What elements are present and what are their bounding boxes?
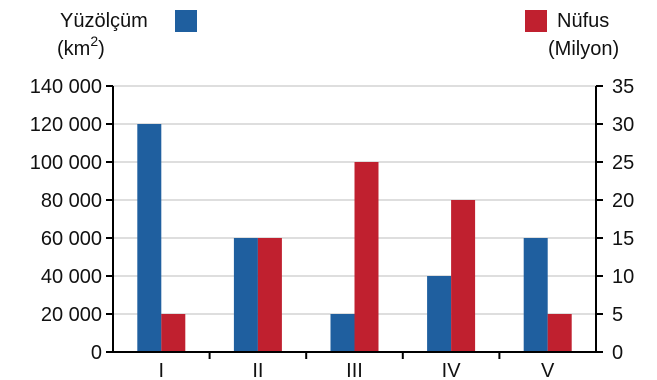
bar-yuzolcum (137, 124, 162, 352)
left-tick-label: 0 (91, 342, 102, 364)
x-tick-label: V (541, 360, 555, 380)
left-axis-unit: (km2) (57, 33, 105, 60)
left-tick-label: 80 000 (41, 190, 102, 212)
left-tick-label: 60 000 (41, 228, 102, 250)
left-tick-label: 120 000 (30, 114, 102, 136)
left-axis-ticks: 0 20 000 40 000 60 000 80 000 100 000 120 000 1… (30, 76, 113, 364)
left-legend: Yüzölçüm (km2) (57, 10, 197, 60)
bar-yuzolcum (330, 314, 355, 352)
x-tick-label: II (252, 360, 263, 380)
bar-yuzolcum (523, 238, 548, 352)
right-tick-label: 20 (612, 190, 634, 212)
right-tick-label: 5 (612, 304, 623, 326)
right-tick-label: 25 (612, 152, 634, 174)
left-tick-label: 140 000 (30, 76, 102, 98)
left-tick-label: 40 000 (41, 266, 102, 288)
left-tick-label: 100 000 (30, 152, 102, 174)
x-tick-label: I (159, 360, 165, 380)
legend-swatch-yuzolcum (175, 10, 197, 32)
right-axis-ticks: 0 5 10 15 20 25 30 35 (596, 76, 634, 364)
left-axis-title: Yüzölçüm (60, 10, 148, 32)
bar-nufus (354, 162, 379, 352)
bar-yuzolcum (427, 276, 452, 352)
bar-nufus (161, 314, 186, 352)
bar-nufus (547, 314, 572, 352)
bar-nufus (257, 238, 282, 352)
right-tick-label: 0 (612, 342, 623, 364)
bars (137, 124, 572, 352)
right-tick-label: 15 (612, 228, 634, 250)
right-axis-unit: (Milyon) (548, 38, 619, 60)
unit-superscript: 2 (90, 33, 98, 49)
right-tick-label: 35 (612, 76, 634, 98)
right-tick-label: 10 (612, 266, 634, 288)
right-legend: Nüfus (Milyon) (525, 10, 619, 60)
legend-swatch-nufus (525, 10, 547, 32)
left-tick-label: 20 000 (41, 304, 102, 326)
x-tick-label: IV (442, 360, 462, 380)
axes (106, 86, 603, 353)
bar-nufus (451, 200, 476, 352)
right-axis-title: Nüfus (557, 10, 609, 32)
x-axis-ticks: I II III IV V (159, 352, 555, 380)
right-tick-label: 30 (612, 114, 634, 136)
bar-yuzolcum (233, 238, 258, 352)
x-tick-label: III (346, 360, 363, 380)
